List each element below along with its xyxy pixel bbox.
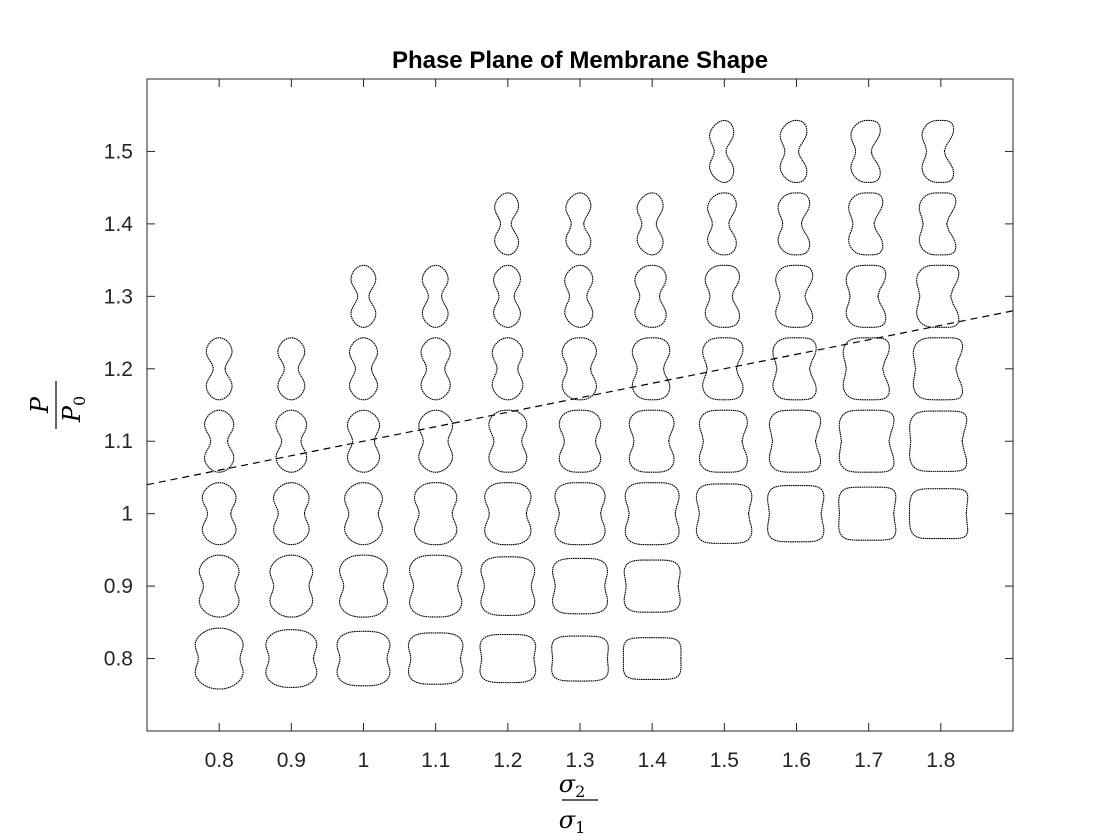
x-tick-label: 0.9: [277, 749, 306, 772]
dashed-reference-line: [146, 310, 1014, 486]
membrane-shape: [702, 337, 744, 401]
membrane-shape: [269, 554, 314, 618]
membrane-shape: [201, 482, 237, 546]
membrane-shape: [265, 629, 318, 688]
membrane-shape: [636, 192, 664, 256]
membrane-shape: [565, 192, 592, 256]
y-tick-label: 0.8: [104, 648, 133, 671]
x-axis-label: σ2 σ1: [559, 770, 598, 837]
x-tick-label: 1.3: [565, 749, 594, 772]
membrane-shape: [767, 484, 825, 543]
membrane-shape: [551, 635, 609, 682]
membrane-shape: [624, 482, 680, 546]
membrane-shape: [908, 488, 969, 540]
membrane-shape: [564, 264, 594, 328]
membrane-shape: [348, 337, 379, 401]
membrane-shape: [479, 633, 537, 684]
membrane-shape: [916, 264, 960, 328]
y-axis-ticks: 0.8 0.9 1 1.1 1.2 1.3 1.4 1.5: [104, 140, 1013, 671]
membrane-shape: [777, 192, 811, 256]
y-tick-label: 1: [121, 503, 133, 526]
membrane-shape: [346, 409, 381, 473]
membrane-shape: [494, 192, 520, 256]
x-tick-label: 1.6: [782, 749, 811, 772]
x-tick-label: 0.8: [205, 749, 234, 772]
membrane-shape: [493, 264, 521, 328]
membrane-shape: [421, 264, 449, 328]
membrane-shape: [775, 264, 814, 328]
y-tick-label: 0.9: [104, 575, 133, 598]
membrane-shape: [488, 409, 528, 473]
membrane-shape: [336, 630, 391, 687]
membrane-shape: [344, 482, 383, 546]
x-tick-label: 1.7: [854, 749, 883, 772]
x-tick-label: 1: [358, 749, 370, 772]
membrane-shape: [707, 192, 737, 256]
y-label-denominator: P0: [58, 396, 89, 423]
membrane-shape: [709, 119, 735, 183]
membrane-shape: [205, 337, 233, 401]
y-tick-label: 1.5: [104, 140, 133, 163]
x-tick-label: 1.1: [421, 749, 450, 772]
membrane-shape: [480, 556, 536, 616]
membrane-shape: [628, 409, 675, 473]
membrane-shape: [845, 264, 887, 328]
membrane-shape: [277, 337, 306, 401]
y-tick-label: 1.3: [104, 285, 133, 308]
membrane-shape: [275, 409, 308, 473]
membrane-shape: [203, 409, 235, 473]
y-tick-label: 1.4: [104, 213, 134, 236]
chart-title: Phase Plane of Membrane Shape: [392, 47, 768, 74]
membrane-shape: [551, 557, 609, 615]
membrane-shape: [491, 337, 524, 401]
membrane-shape: [339, 554, 388, 618]
membrane-shape: [704, 264, 741, 328]
y-axis-label: P P0: [26, 381, 89, 429]
membrane-shape: [407, 632, 464, 685]
x-tick-label: 1.4: [638, 749, 668, 772]
membrane-shape: [420, 337, 451, 401]
membrane-shape: [918, 192, 957, 256]
membrane-shape: [623, 559, 681, 613]
membrane-shape: [350, 264, 377, 328]
x-axis-ticks: 0.8 0.9 1 1.1 1.2 1.3 1.4 1.5 1.6 1.7 1.8: [205, 79, 955, 772]
membrane-shape: [198, 554, 240, 618]
x-tick-label: 1.5: [710, 749, 739, 772]
x-label-numerator: σ2: [559, 770, 586, 801]
membrane-shape: [194, 627, 244, 690]
membrane-shape: [273, 482, 310, 546]
membrane-shape: [413, 482, 458, 546]
membrane-shape: [912, 337, 964, 401]
membrane-shape: [561, 337, 597, 401]
membrane-shape: [921, 119, 955, 183]
membrane-shape: [838, 486, 897, 541]
plot-area: [146, 78, 1014, 732]
membrane-shape: [850, 119, 881, 183]
membrane-shape: [695, 483, 753, 544]
membrane-shape: [779, 119, 808, 183]
membrane-shape: [838, 409, 895, 473]
membrane-shape: [634, 264, 667, 328]
y-tick-label: 1.1: [104, 430, 133, 453]
membrane-shape: [842, 337, 890, 401]
membrane-shape: [409, 554, 463, 618]
membrane-shape: [418, 409, 454, 473]
membrane-shape: [622, 637, 682, 680]
membrane-shape: [558, 409, 602, 473]
membrane-shape: [772, 337, 817, 401]
membrane-shape: [484, 482, 532, 546]
y-tick-label: 1.2: [104, 358, 133, 381]
membrane-shape: [698, 409, 748, 473]
x-label-denominator: σ1: [559, 806, 586, 837]
membrane-shape: [768, 409, 822, 473]
membrane-shapes: [194, 119, 969, 690]
membrane-shape: [848, 192, 884, 256]
membrane-shape: [631, 337, 671, 401]
y-label-numerator: P: [26, 396, 54, 414]
x-tick-label: 1.2: [493, 749, 522, 772]
membrane-shape: [554, 482, 606, 546]
x-tick-label: 1.8: [926, 749, 955, 772]
